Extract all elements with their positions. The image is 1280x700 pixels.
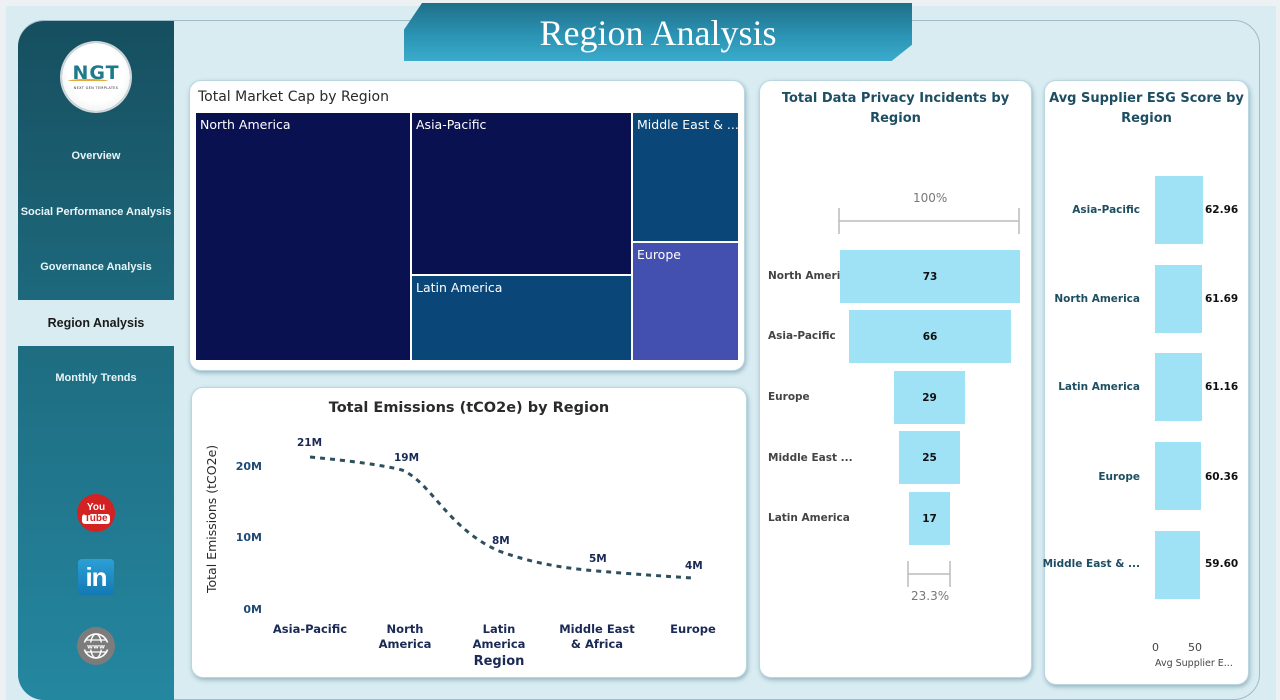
treemap-cell-latin-america[interactable]: Latin America	[411, 275, 632, 361]
esg-label-europe: Europe	[1098, 471, 1140, 483]
treemap: North America Asia-Pacific Middle East &…	[195, 112, 739, 361]
page-title: Region Analysis	[539, 13, 777, 53]
nav-monthly-trends[interactable]: Monthly Trends	[18, 358, 174, 398]
data-label-middle-east-africa: 5M	[589, 553, 607, 565]
youtube-icon-top: You	[86, 501, 106, 513]
esg-value-europe: 60.36	[1205, 471, 1239, 483]
linkedin-link[interactable]: in	[76, 557, 116, 597]
treemap-cell-label: Europe	[637, 247, 681, 262]
treemap-cell-label: Middle East & ...	[637, 117, 739, 132]
linkedin-icon: in	[78, 559, 114, 595]
funnel-title: Total Data Privacy Incidents by Region	[760, 89, 1031, 129]
funnel-bottom-percent: 23.3%	[911, 589, 950, 603]
supplier-esg-bar-card: Avg Supplier ESG Score by Region Asia-Pa…	[1042, 80, 1249, 685]
y-tick-0m: 0M	[243, 603, 262, 616]
www-globe-icon: www	[77, 627, 115, 665]
nav-overview[interactable]: Overview	[18, 136, 174, 176]
youtube-icon: You Tube	[77, 494, 115, 532]
nav-label: Monthly Trends	[55, 372, 137, 384]
esg-bar-north-america[interactable]	[1155, 265, 1202, 333]
emissions-line-chart-card: Total Emissions (tCO2e) by Region Total …	[191, 387, 747, 678]
nav-label: Overview	[71, 150, 121, 162]
youtube-link[interactable]: You Tube	[76, 493, 116, 533]
data-label-latin-america: 8M	[492, 535, 510, 547]
esg-bar-asia-pacific[interactable]	[1155, 176, 1203, 244]
x-cat-north-america: North America	[378, 622, 432, 651]
funnel-title-line2: Region	[870, 111, 921, 126]
treemap-cell-middle-east-africa[interactable]: Middle East & ...	[632, 112, 739, 242]
esg-value-north-america: 61.69	[1205, 293, 1239, 305]
esg-label-asia-pacific: Asia-Pacific	[1072, 204, 1140, 216]
sidebar: NGT NEXT GEN TEMPLATES Overview Social P…	[18, 21, 174, 700]
funnel-label-latin-america: Latin America	[768, 512, 850, 524]
treemap-title: Total Market Cap by Region	[198, 89, 389, 105]
nav-governance-analysis[interactable]: Governance Analysis	[18, 247, 174, 287]
funnel-top-bracket	[838, 208, 1020, 234]
x-cat-asia-pacific: Asia-Pacific	[272, 622, 348, 636]
funnel-title-line1: Total Data Privacy Incidents by	[781, 91, 1010, 106]
esg-value-latin-america: 61.16	[1205, 381, 1239, 393]
emissions-chart-title: Total Emissions (tCO2e) by Region	[328, 400, 610, 416]
esg-bar-latin-america[interactable]	[1155, 353, 1202, 421]
esg-bar-europe[interactable]	[1155, 442, 1201, 510]
esg-bar-middle-east[interactable]	[1155, 531, 1200, 599]
nav-label: Governance Analysis	[40, 261, 152, 273]
esg-value-middle-east: 59.60	[1205, 558, 1239, 570]
funnel-bottom-bracket	[907, 561, 951, 587]
esg-value-asia-pacific: 62.96	[1205, 204, 1239, 216]
logo-swoosh-icon	[68, 79, 108, 83]
nav-label: Region Analysis	[47, 316, 145, 330]
esg-title-line2: Region	[1121, 111, 1172, 126]
esg-label-latin-america: Latin America	[1058, 381, 1140, 393]
market-cap-treemap-card: Total Market Cap by Region North America…	[189, 80, 745, 371]
y-tick-20m: 20M	[235, 460, 262, 473]
logo-subtitle: NEXT GEN TEMPLATES	[73, 86, 119, 90]
funnel-bar-europe[interactable]: 29	[894, 371, 965, 424]
x-cat-europe: Europe	[670, 622, 716, 636]
emissions-line	[309, 455, 693, 580]
funnel-label-europe: Europe	[768, 391, 810, 403]
funnel-bar-middle-east[interactable]: 25	[899, 431, 960, 484]
treemap-cell-label: North America	[200, 117, 291, 132]
funnel-label-asia-pacific: Asia-Pacific	[768, 330, 836, 342]
funnel-label-middle-east: Middle East ...	[768, 452, 853, 464]
funnel-bar-latin-america[interactable]: 17	[909, 492, 950, 545]
treemap-cell-north-america[interactable]: North America	[195, 112, 411, 361]
esg-title-line1: Avg Supplier ESG Score by	[1049, 91, 1244, 106]
emissions-x-axis-label: Region	[473, 654, 525, 669]
treemap-cell-label: Asia-Pacific	[416, 117, 487, 132]
treemap-cell-europe[interactable]: Europe	[632, 242, 739, 361]
funnel-label-north-america: North Ameri...	[768, 270, 853, 282]
esg-label-middle-east: Middle East & ...	[1042, 558, 1140, 570]
y-tick-10m: 10M	[235, 531, 262, 544]
esg-x-axis-label: Avg Supplier E...	[1155, 658, 1233, 669]
treemap-cell-label: Latin America	[416, 280, 503, 295]
youtube-icon-bottom: Tube	[82, 512, 110, 524]
data-label-north-america: 19M	[394, 452, 420, 464]
esg-x-tick-0: 0	[1152, 641, 1159, 654]
treemap-cell-asia-pacific[interactable]: Asia-Pacific	[411, 112, 632, 275]
title-banner: Region Analysis	[404, 3, 912, 61]
data-label-europe: 4M	[685, 560, 703, 572]
data-label-asia-pacific: 21M	[297, 437, 323, 449]
svg-text:www: www	[87, 643, 105, 651]
esg-label-north-america: North America	[1054, 293, 1140, 305]
logo-text: NGT	[72, 62, 120, 84]
nav-label: Social Performance Analysis	[20, 206, 172, 218]
esg-title: Avg Supplier ESG Score by Region	[1045, 89, 1248, 129]
ngt-logo[interactable]: NGT NEXT GEN TEMPLATES	[62, 43, 130, 111]
funnel-bar-north-america[interactable]: 73	[840, 250, 1020, 303]
website-link[interactable]: www	[76, 626, 116, 666]
esg-x-tick-50: 50	[1188, 641, 1202, 654]
funnel-top-percent: 100%	[913, 191, 948, 205]
nav-region-analysis[interactable]: Region Analysis	[18, 300, 174, 346]
x-cat-latin-america: Latin America	[472, 622, 526, 651]
x-cat-middle-east-africa: Middle East & Africa	[559, 622, 635, 651]
privacy-incidents-funnel-card: Total Data Privacy Incidents by Region 1…	[759, 80, 1032, 678]
funnel-bar-asia-pacific[interactable]: 66	[849, 310, 1011, 363]
nav-social-performance-analysis[interactable]: Social Performance Analysis	[18, 192, 174, 232]
